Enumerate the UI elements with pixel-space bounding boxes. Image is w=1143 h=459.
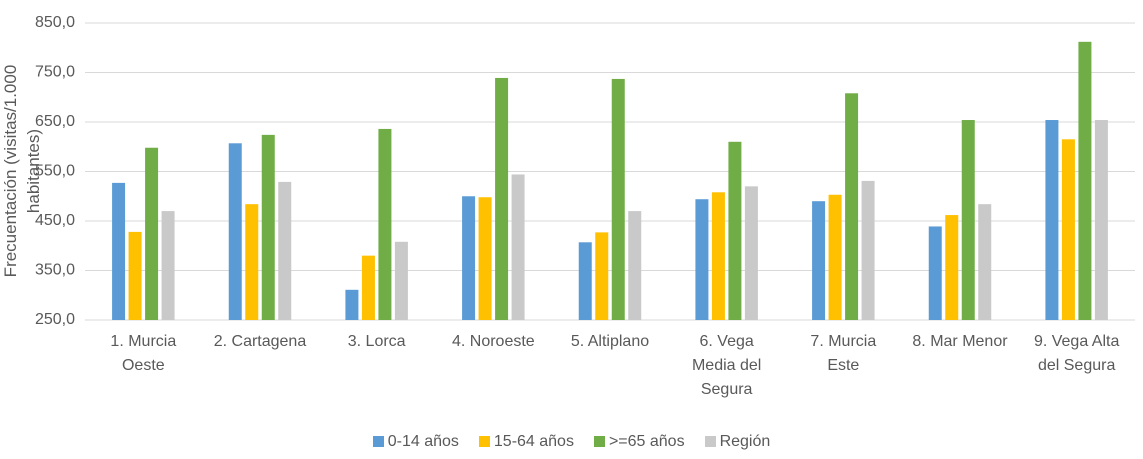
bar: [812, 201, 826, 320]
x-tick-label: 3. Lorca: [347, 333, 406, 350]
x-tick-label: 9. Vega Alta del Segura: [1033, 333, 1120, 374]
y-tick-label: 750,0: [35, 64, 75, 81]
bar: [361, 255, 375, 320]
bar: [695, 199, 709, 320]
bar: [961, 120, 975, 321]
bar: [828, 194, 842, 320]
legend-item: Región: [704, 433, 771, 451]
bar: [511, 174, 525, 320]
legend-label: 15-64 años: [493, 433, 574, 450]
legend-label: Región: [719, 433, 771, 450]
bar: [595, 232, 609, 320]
legend-label: >=65 años: [608, 433, 685, 450]
x-tick-label: 1. Murcia Oeste: [110, 333, 177, 374]
bar: [1094, 120, 1108, 321]
legend-label: 0-14 años: [387, 433, 459, 450]
bar: [945, 215, 959, 320]
bar: [345, 289, 359, 320]
bar: [378, 128, 392, 320]
x-tick-label: 5. Altiplano: [570, 333, 650, 350]
y-axis-label: Frecuentación (visitas/1.000 habitantes): [1, 64, 43, 278]
bar: [861, 180, 875, 320]
bar: [1078, 41, 1092, 321]
bar: [161, 211, 175, 320]
bar: [112, 182, 126, 320]
bar: [611, 78, 625, 320]
bar: [145, 147, 159, 320]
bar: [495, 77, 509, 320]
legend-swatch: [478, 436, 490, 447]
bar: [845, 93, 859, 320]
bar: [478, 197, 492, 320]
bar: [245, 204, 259, 320]
bar: [628, 211, 642, 320]
bar: [978, 204, 992, 320]
x-tick-label: 8. Mar Menor: [912, 333, 1008, 350]
bar: [128, 231, 142, 320]
legend-swatch: [372, 436, 384, 447]
x-tick-label: 4. Noroeste: [451, 333, 535, 350]
x-tick-label: 2. Cartagena: [213, 333, 307, 350]
bar: [578, 242, 592, 320]
y-tick-label: 450,0: [35, 212, 75, 229]
y-tick-label: 350,0: [35, 262, 75, 279]
bar: [278, 181, 292, 320]
bar: [1061, 139, 1075, 320]
legend: 0-14 años 15-64 años >=65 años Región: [0, 433, 1143, 451]
y-tick-label: 550,0: [35, 163, 75, 180]
legend-swatch: [593, 436, 605, 447]
x-tick-label: 6. Vega Media del Segura: [691, 333, 762, 398]
bar: [228, 143, 242, 320]
bar: [728, 141, 742, 320]
y-tick-label: 650,0: [35, 113, 75, 130]
legend-swatch: [704, 436, 716, 447]
bar: [928, 226, 942, 320]
y-tick-label: 250,0: [35, 311, 75, 328]
bar: [711, 192, 725, 320]
legend-item: 0-14 años: [372, 433, 459, 451]
bar: [462, 196, 476, 320]
bar: [261, 134, 275, 320]
legend-item: >=65 años: [593, 433, 685, 451]
bar: [744, 186, 758, 320]
legend-item: 15-64 años: [478, 433, 574, 451]
x-tick-label: 7. Murcia Este: [810, 333, 877, 374]
y-tick-label: 850,0: [35, 14, 75, 31]
bar: [1045, 120, 1059, 321]
bar: [394, 241, 408, 320]
